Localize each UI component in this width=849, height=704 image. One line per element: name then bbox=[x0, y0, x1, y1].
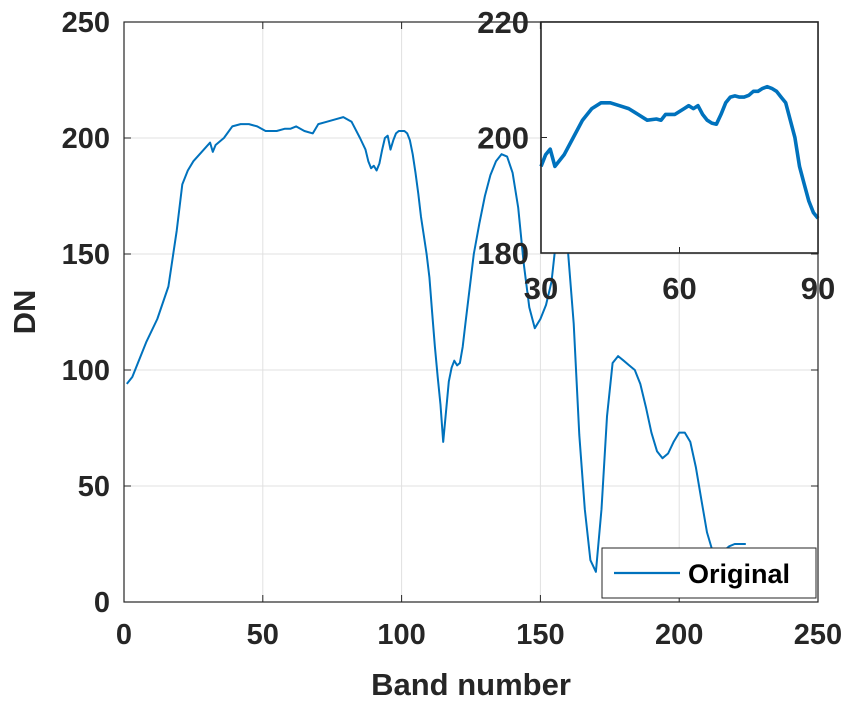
x-tick-label: 100 bbox=[377, 619, 425, 651]
inset-background bbox=[541, 22, 818, 253]
inset-y-tick-label: 220 bbox=[477, 5, 529, 40]
main-y-tick-labels: 0 50 100 150 200 250 bbox=[62, 7, 110, 619]
main-plot-frame bbox=[123, 21, 819, 603]
y-tick-label: 50 bbox=[78, 471, 110, 503]
legend: Original bbox=[601, 547, 817, 599]
y-tick-label: 150 bbox=[62, 239, 110, 271]
x-tick-label: 200 bbox=[655, 619, 703, 651]
x-tick-label: 50 bbox=[247, 619, 279, 651]
inset-y-tick-labels: 180 200 220 bbox=[477, 5, 529, 271]
inset-series-line bbox=[539, 84, 820, 220]
y-tick-label: 250 bbox=[62, 7, 110, 39]
y-tick-label: 100 bbox=[62, 355, 110, 387]
x-tick-label: 250 bbox=[794, 619, 842, 651]
y-axis-label: DN bbox=[7, 290, 42, 335]
inset-y-tick-label: 180 bbox=[477, 236, 529, 271]
main-line-layer bbox=[126, 116, 746, 573]
inset-x-tick-label: 60 bbox=[662, 271, 696, 306]
x-tick-label: 0 bbox=[116, 619, 132, 651]
inset-x-tick-label: 90 bbox=[801, 271, 835, 306]
x-axis-label: Band number bbox=[371, 667, 571, 702]
series-line-original bbox=[126, 116, 746, 573]
main-x-tick-labels: 0 50 100 150 200 250 bbox=[116, 619, 842, 651]
inset-y-tick-label: 200 bbox=[477, 121, 529, 156]
inset-plot-frame bbox=[540, 21, 819, 254]
y-tick-label: 200 bbox=[62, 123, 110, 155]
y-tick-label: 0 bbox=[94, 587, 110, 619]
x-tick-label: 150 bbox=[516, 619, 564, 651]
legend-label: Original bbox=[688, 559, 790, 589]
inset-plot: 30 60 90 180 200 220 bbox=[477, 5, 835, 306]
inset-x-tick-label: 30 bbox=[524, 271, 558, 306]
inset-x-tick-labels: 30 60 90 bbox=[524, 271, 835, 306]
